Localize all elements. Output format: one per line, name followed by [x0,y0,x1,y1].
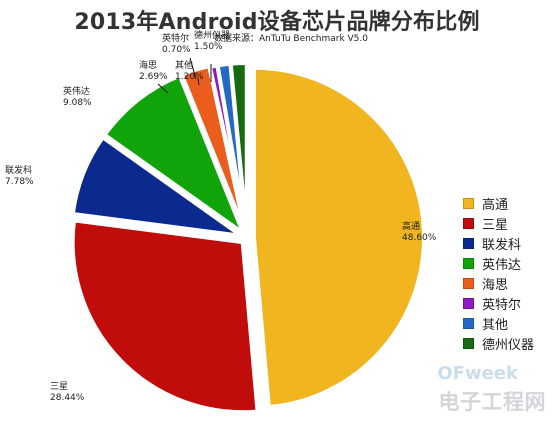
slice-label-value-7: 1.50% [194,42,223,52]
slice-label-5: 英特尔 0.70% [162,32,191,55]
legend-item-0: 高通 [463,194,553,213]
legend-item-5: 英特尔 [463,294,553,313]
legend-label-2: 联发科 [482,237,522,253]
legend-item-1: 三星 [463,214,553,233]
slice-label-value-6: 1.20% [175,72,204,82]
slice-label-value-1: 28.44% [50,393,85,403]
chart-subtitle: 数据来源：AnTuTu Benchmark V5.0 [214,34,368,44]
legend-swatch-4 [463,277,474,289]
legend-swatch-0 [463,197,474,209]
legend-swatch-5 [463,297,474,309]
slice-label-value-5: 0.70% [162,45,191,55]
slice-label-value-3: 9.08% [63,98,92,108]
legend-item-6: 其他 [463,314,553,333]
legend-swatch-1 [463,217,474,229]
legend-label-0: 高通 [482,197,509,213]
slice-label-0: 高通 48.60% [402,220,437,243]
slice-label-name-4: 海思 [139,59,157,71]
legend-label-1: 三星 [482,217,509,233]
legend-label-7: 德州仪器 [482,337,535,353]
slice-label-name-5: 英特尔 [162,32,189,44]
legend-item-2: 联发科 [463,234,553,253]
legend-label-6: 其他 [482,317,509,333]
legend-item-4: 海思 [463,274,553,293]
slice-label-name-6: 其他 [175,59,193,71]
pie-slice-2 [70,134,243,238]
slice-label-value-0: 48.60% [402,233,437,243]
slice-label-name-1: 三星 [50,381,68,392]
slice-label-name-0: 高通 [402,220,420,232]
slice-label-3: 英伟达 9.08% [63,85,92,108]
legend-swatch-7 [463,337,474,349]
leader-line-4 [157,83,169,94]
legend-label-4: 海思 [482,277,509,293]
legend-swatch-2 [463,237,474,249]
legend-item-7: 德州仪器 [463,334,553,353]
slice-label-name-2: 联发科 [5,164,32,176]
chart-title: 2013年Android设备芯片品牌分布比例 [74,10,480,35]
leader-line-5 [189,57,197,80]
pie-labels-layer: 高通 48.60% 三星 28.44% 联发科 7.78% 英伟达 9.08% 海思 2.69% 英… [5,29,437,403]
pie-slice-1 [70,218,260,415]
slice-label-2: 联发科 7.78% [5,164,34,187]
pie-slice-7 [228,61,249,234]
legend-swatch-3 [463,257,474,269]
pie-leader-lines-layer [157,57,212,94]
pie-slice-3 [101,72,248,239]
pie-slice-0 [251,65,426,410]
slice-label-1: 三星 28.44% [50,381,85,403]
slice-label-6: 其他 1.20% [175,59,204,82]
legend-swatch-6 [463,317,474,329]
slice-label-name-7: 德州仪器 [194,29,230,41]
slice-label-value-4: 2.69% [139,72,168,82]
chart-legend: 高通三星联发科英伟达海思英特尔其他德州仪器 [463,194,553,353]
slice-label-value-2: 7.78% [5,177,34,187]
legend-label-3: 英伟达 [482,257,522,273]
legend-item-3: 英伟达 [463,254,553,273]
slice-label-4: 海思 2.69% [139,59,168,82]
leader-line-6 [197,78,200,86]
slice-label-name-3: 英伟达 [63,85,90,97]
slice-label-7: 德州仪器 1.50% [194,29,230,52]
legend-label-5: 英特尔 [482,297,522,313]
pie-slices-layer [70,61,426,415]
